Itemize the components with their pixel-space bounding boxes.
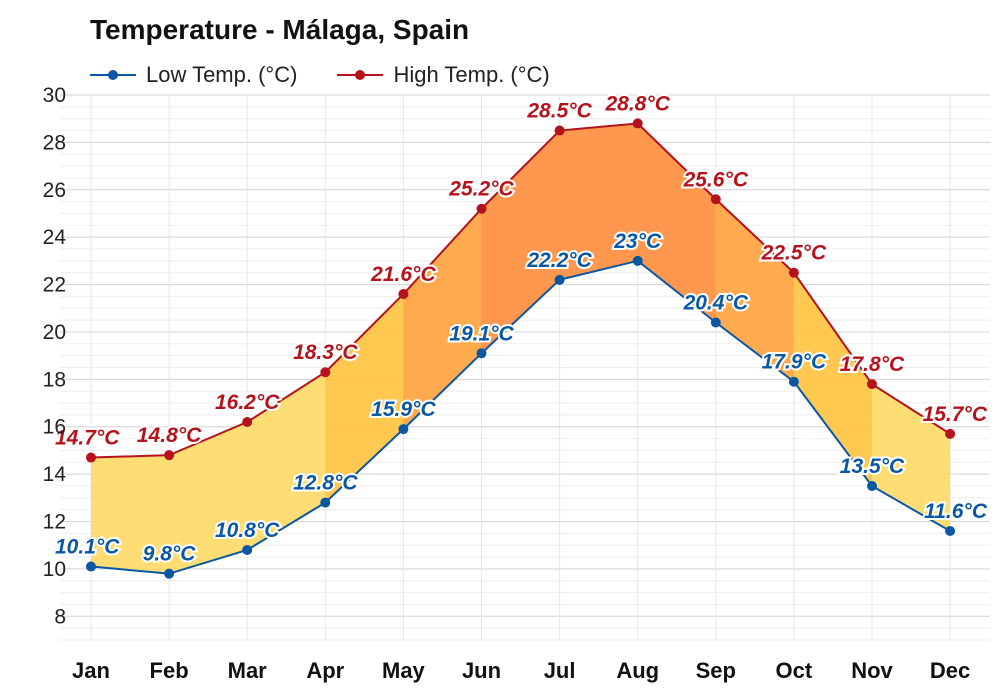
high-temp-label: 22.5°C <box>761 242 827 265</box>
x-tick-label: May <box>382 658 426 683</box>
low-temp-label: 17.9°C <box>762 351 827 374</box>
temperature-band-segment <box>169 422 248 574</box>
legend-swatch-low <box>90 67 136 83</box>
x-tick-label: Sep <box>696 658 736 683</box>
high-temp-point <box>632 118 643 129</box>
low-temp-point <box>788 376 799 387</box>
low-temp-label: 19.1°C <box>449 322 514 345</box>
legend-label-low: Low Temp. (°C) <box>146 62 298 87</box>
high-temp-line <box>90 122 951 459</box>
low-temp-point <box>867 480 877 491</box>
high-temp-label: 21.6°C <box>370 263 436 286</box>
high-temp-label: 28.5°C <box>526 100 592 123</box>
temperature-band-segment <box>559 123 638 280</box>
high-temp-label: 28.8°C <box>604 92 670 115</box>
low-temp-label: 13.5°C <box>840 455 905 478</box>
y-tick-label: 22 <box>43 274 66 297</box>
x-tick-label: Dec <box>930 658 970 683</box>
x-tick-label: Oct <box>776 658 813 683</box>
legend-item-low[interactable]: Low Temp. (°C) <box>90 62 297 88</box>
high-temp-point <box>164 450 175 461</box>
x-tick-label: Jan <box>72 658 110 683</box>
x-tick-label: Aug <box>616 658 659 683</box>
legend-label-high: High Temp. (°C) <box>393 62 550 87</box>
point-layer <box>86 118 956 579</box>
high-temp-point <box>554 125 565 136</box>
y-tick-label: 24 <box>43 226 67 249</box>
x-tick-label: Feb <box>150 658 189 683</box>
x-tick-label: Jul <box>544 658 576 683</box>
legend-item-high[interactable]: High Temp. (°C) <box>337 62 550 88</box>
x-tick-label: Mar <box>228 658 268 683</box>
y-tick-label: 14 <box>43 463 67 486</box>
high-temp-label: 15.7°C <box>923 403 988 426</box>
low-temp-point <box>476 348 487 359</box>
high-temp-point <box>320 367 331 378</box>
low-temp-label: 15.9°C <box>371 398 436 421</box>
low-temp-point <box>242 544 253 555</box>
high-temp-label: 17.8°C <box>840 353 905 376</box>
x-tick-label: Jun <box>462 658 501 683</box>
axis-layer: 8 10 12 14 16 18 20 22 24 26 28 30 Jan Feb Mar Apr May Ju… <box>43 84 971 683</box>
low-temp-point <box>554 274 565 285</box>
high-temp-point <box>945 428 956 439</box>
low-temp-label: 9.8°C <box>143 543 197 566</box>
high-temp-point <box>867 379 877 390</box>
low-temp-label: 20.4°C <box>683 291 749 314</box>
y-tick-label: 28 <box>43 131 66 154</box>
low-temp-point <box>398 424 409 435</box>
y-tick-label: 20 <box>43 321 66 344</box>
temperature-band-segment <box>872 384 951 531</box>
y-tick-label: 18 <box>43 368 66 391</box>
high-temp-point <box>398 289 409 300</box>
low-temp-label: 11.6°C <box>924 500 988 523</box>
chart-title: Temperature - Málaga, Spain <box>90 14 470 45</box>
high-temp-label: 25.6°C <box>683 168 749 191</box>
y-tick-label: 12 <box>43 511 66 534</box>
low-temp-label: 23°C <box>613 230 662 253</box>
temperature-band-segment <box>637 123 716 323</box>
low-temp-point <box>945 526 956 536</box>
high-temp-point <box>710 194 721 205</box>
high-temp-label: 25.2°C <box>448 178 514 201</box>
temperature-band-segment <box>91 455 170 574</box>
low-temp-label: 10.1°C <box>55 536 120 559</box>
low-temp-label: 12.8°C <box>293 472 358 495</box>
high-temp-label: 18.3°C <box>293 341 358 364</box>
band-layer <box>91 123 951 574</box>
low-temp-point <box>632 255 643 266</box>
high-temp-point <box>86 452 96 463</box>
y-tick-label: 30 <box>43 84 66 107</box>
low-temp-label: 22.2°C <box>526 249 592 272</box>
legend: Low Temp. (°C) High Temp. (°C) <box>90 60 590 90</box>
low-temp-point <box>86 561 96 572</box>
x-tick-label: Nov <box>851 658 893 683</box>
temperature-band-segment <box>403 208 482 430</box>
high-temp-point <box>242 417 253 427</box>
y-tick-label: 16 <box>43 416 66 439</box>
low-temp-point <box>320 497 331 508</box>
high-temp-label: 14.8°C <box>137 424 202 447</box>
high-temp-point <box>788 267 799 278</box>
line-layer <box>90 122 951 575</box>
high-temp-point <box>476 203 487 214</box>
low-temp-point <box>710 317 721 328</box>
legend-swatch-high <box>337 67 384 83</box>
y-tick-label: 8 <box>54 605 66 628</box>
y-tick-label: 26 <box>43 179 66 202</box>
low-temp-line <box>90 259 951 575</box>
low-temp-point <box>164 568 175 579</box>
temperature-band-segment <box>247 372 326 550</box>
temperature-band-segment <box>325 294 404 503</box>
high-temp-label: 16.2°C <box>215 391 280 414</box>
label-layer: 10.1°C 9.8°C 10.8°C 12.8°C 15.9°C 19.1°C 22.2°… <box>53 90 990 567</box>
high-temp-label: 14.7°C <box>55 427 120 450</box>
x-tick-label: Apr <box>306 658 344 683</box>
y-tick-label: 10 <box>43 558 66 581</box>
temperature-band-segment <box>793 272 872 486</box>
low-temp-label: 10.8°C <box>215 519 280 542</box>
